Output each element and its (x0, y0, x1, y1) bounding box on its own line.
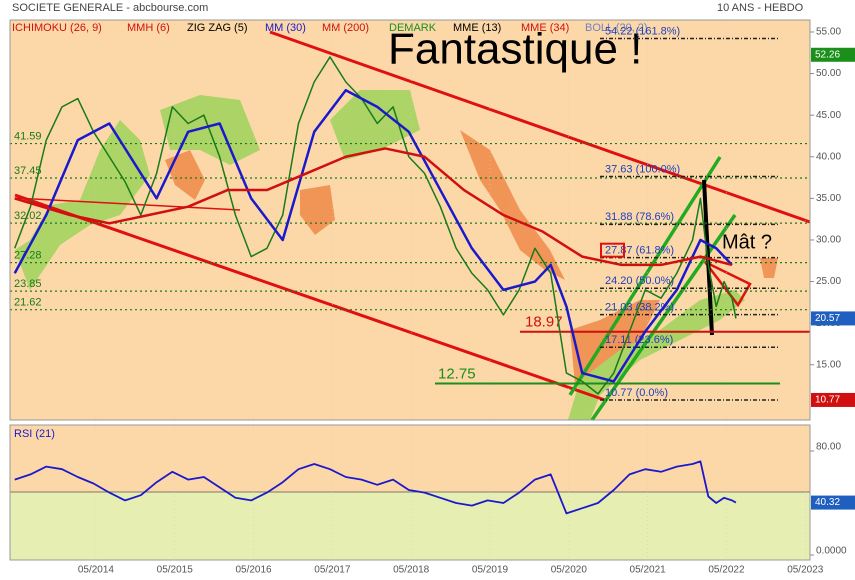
x-tick-label: 05/2021 (630, 565, 667, 576)
cloud-orange (570, 300, 660, 390)
y-tick-label: 15.00 (816, 359, 841, 370)
value-box (811, 392, 855, 407)
y-tick-label: 40.00 (816, 151, 841, 162)
rsi-title: RSI (21) (14, 428, 55, 440)
legend-entry: BOLL (20, 2) (585, 22, 648, 34)
rsi-tick-label: 80.00 (816, 442, 841, 453)
rsi-value-label: 40.32 (815, 497, 840, 508)
up-channel (568, 156, 737, 422)
level-label: 23.85 (14, 278, 42, 290)
legend-entry: ICHIMOKU (26, 9) (12, 22, 102, 34)
y-tick-label: 30.00 (816, 235, 841, 246)
fib-label: 37.63 (100.0%) (605, 163, 680, 175)
rsi-frame (9, 424, 811, 561)
level-label: 21.62 (14, 297, 42, 309)
x-tick-label: 05/2017 (314, 565, 351, 576)
x-tick-label: 05/2020 (551, 565, 588, 576)
annotation-value: 18.97 (525, 314, 563, 331)
cloud-green (330, 90, 420, 160)
value-box-label: 52.26 (815, 49, 840, 60)
trend-line (269, 30, 811, 224)
legend-entry: MM (30) (265, 22, 306, 34)
fib-label: 31.88 (78.6%) (605, 211, 674, 223)
cloud-orange (460, 130, 565, 280)
legend-entry: MM (200) (322, 22, 369, 34)
price-frame (9, 19, 811, 421)
level-label: 41.59 (14, 130, 42, 142)
fib-label: 24.20 (50.0%) (605, 275, 674, 287)
x-tick-label: 05/2019 (472, 565, 509, 576)
legend-entry: DEMARK (389, 22, 437, 34)
chart-subtitle: 10 ANS - HEBDO (717, 2, 804, 14)
series-line (14, 56, 737, 395)
fib-label: 10.77 (0.0%) (605, 387, 668, 399)
value-box (811, 311, 855, 326)
series-line (14, 147, 733, 267)
cloud-orange (300, 185, 335, 235)
rsi-value-box (811, 495, 855, 510)
fib-highlight (600, 242, 625, 258)
chart-title: SOCIETE GENERALE - abcbourse.com (12, 2, 208, 14)
y-tick-label: 50.00 (816, 68, 841, 79)
annotation: Mât ? (722, 231, 772, 253)
rsi-lower-zone (10, 492, 810, 560)
annotation: Fantastique ! (388, 25, 642, 74)
value-box-label: 10.77 (815, 395, 840, 406)
triangle (704, 260, 752, 308)
cloud-green (568, 290, 745, 420)
x-tick-label: 05/2015 (157, 565, 194, 576)
cloud-green (15, 120, 150, 290)
legend-entry: MME (34) (521, 22, 569, 34)
legend-entry: MMH (6) (127, 22, 170, 34)
y-tick-label: 55.00 (816, 27, 841, 38)
value-box-label: 20.57 (815, 313, 840, 324)
fib-label: 54.22 (161.8%) (605, 25, 680, 37)
fib-label: 27.87 (61.8%) (605, 245, 674, 257)
level-label: 27.28 (14, 250, 42, 262)
value-box (811, 47, 855, 62)
rsi-tick-label: 0.0000 (816, 546, 847, 557)
level-label: 32.02 (14, 210, 42, 222)
series-line (14, 460, 737, 515)
x-tick-label: 05/2016 (235, 565, 272, 576)
x-tick-label: 05/2014 (78, 565, 115, 576)
cloud-orange (760, 258, 778, 278)
channel-line (590, 213, 737, 422)
level-label: 37.45 (14, 165, 42, 177)
rsi-upper-zone (10, 425, 810, 492)
price-panel (10, 20, 810, 420)
x-tick-label: 05/2018 (393, 565, 430, 576)
y-tick-label: 35.00 (816, 193, 841, 204)
channel-line (568, 156, 722, 396)
y-tick-label: 25.00 (816, 276, 841, 287)
x-tick-label: 05/2022 (708, 565, 745, 576)
legend-entry: MME (13) (453, 22, 501, 34)
series-line (13, 88, 733, 383)
annotation-value: 12.75 (438, 365, 476, 382)
y-tick-label: 45.00 (816, 110, 841, 121)
legend-entry: ZIG ZAG (5) (187, 22, 248, 34)
x-tick-label: 05/2023 (787, 565, 824, 576)
fib-label: 21.03 (38.2%) (605, 301, 674, 313)
cloud-orange (165, 150, 205, 200)
trend-line (14, 193, 606, 402)
